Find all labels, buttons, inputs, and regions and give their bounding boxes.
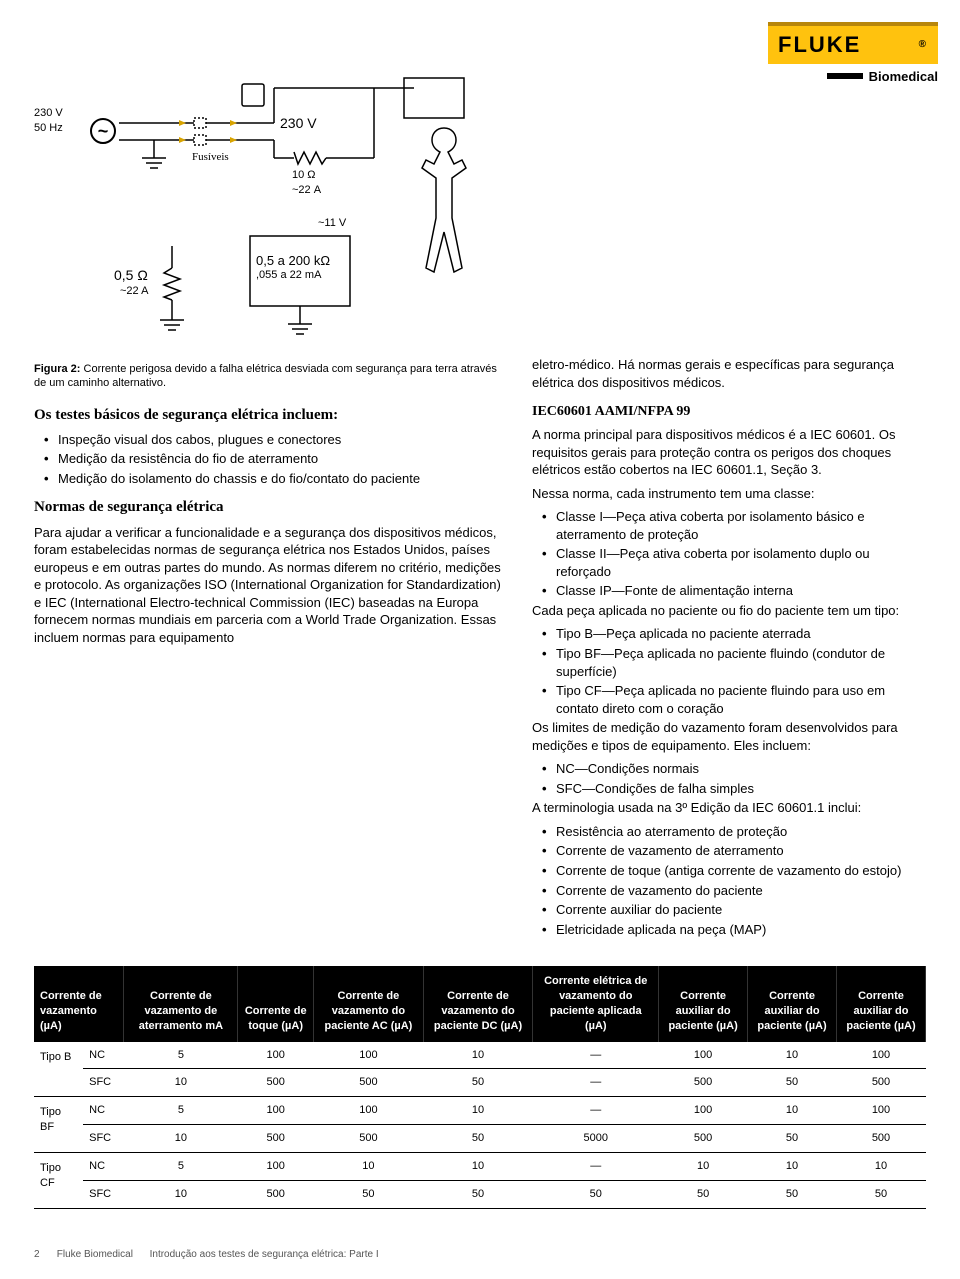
table-header: Corrente de vazamento do paciente AC (µA… xyxy=(314,966,424,1041)
list-item: Medição da resistência do fio de aterram… xyxy=(48,450,504,468)
p-iec: A norma principal para dispositivos médi… xyxy=(532,426,926,479)
table-row: SFC1050050050—50050500 xyxy=(34,1069,926,1097)
terms-list: Resistência ao aterramento de proteção C… xyxy=(532,823,926,938)
list-item: Tipo B—Peça aplicada no paciente aterrad… xyxy=(546,625,926,643)
p-term: A terminologia usada na 3º Edição da IEC… xyxy=(532,799,926,817)
p-normas: Para ajudar a verificar a funcionalidade… xyxy=(34,524,504,647)
table-row: SFC10500505050505050 xyxy=(34,1180,926,1208)
brand-name: FLUKE xyxy=(778,30,861,60)
table-row: Tipo BFNC510010010—10010100 xyxy=(34,1097,926,1125)
brand-reg: ® xyxy=(919,38,928,52)
table-header: Corrente de vazamento de aterramento mA xyxy=(124,966,238,1041)
table-row: Tipo BNC510010010—10010100 xyxy=(34,1042,926,1069)
heading-iec: IEC60601 AAMI/NFPA 99 xyxy=(532,403,926,422)
p-tipo: Cada peça aplicada no paciente ou fio do… xyxy=(532,602,926,620)
list-item: Corrente auxiliar do paciente xyxy=(546,901,926,919)
table-header: Corrente de vazamento (µA) xyxy=(34,966,124,1041)
heading-normas: Normas de segurança elétrica xyxy=(34,497,504,517)
figure-caption: Figura 2: Corrente perigosa devido a fal… xyxy=(34,362,504,391)
list-item: Tipo CF—Peça aplicada no paciente fluind… xyxy=(546,682,926,717)
list-item: Corrente de vazamento de aterramento xyxy=(546,842,926,860)
list-item: Corrente de toque (antiga corrente de va… xyxy=(546,862,926,880)
circuit-diagram: 230 V50 Hz ~ Fusíveis 230 V 10 Ω~22 A 0,… xyxy=(34,28,504,348)
table-row: Tipo CFNC51001010—101010 xyxy=(34,1152,926,1180)
list-item: Classe II—Peça ativa coberta por isolame… xyxy=(546,545,926,580)
table-header: Corrente auxiliar do paciente (µA) xyxy=(837,966,926,1041)
list-item: Corrente de vazamento do paciente xyxy=(546,882,926,900)
list-item: Tipo BF—Peça aplicada no paciente fluind… xyxy=(546,645,926,680)
p-intro: eletro-médico. Há normas gerais e especí… xyxy=(532,356,926,391)
classes-list: Classe I—Peça ativa coberta por isolamen… xyxy=(532,508,926,600)
list-item: Eletricidade aplicada na peça (MAP) xyxy=(546,921,926,939)
lims-list: NC—Condições normais SFC—Condições de fa… xyxy=(532,760,926,797)
limits-table: Corrente de vazamento (µA)Corrente de va… xyxy=(34,966,926,1208)
table-header: Corrente elétrica de vazamento do pacien… xyxy=(533,966,659,1041)
list-item: Classe IP—Fonte de alimentação interna xyxy=(546,582,926,600)
p-lim: Os limites de medição do vazamento foram… xyxy=(532,719,926,754)
page-footer: 2 Fluke Biomedical Introdução aos testes… xyxy=(34,1248,379,1262)
p-classe: Nessa norma, cada instrumento tem uma cl… xyxy=(532,485,926,503)
tipos-list: Tipo B—Peça aplicada no paciente aterrad… xyxy=(532,625,926,717)
table-header: Corrente de toque (µA) xyxy=(238,966,314,1041)
list-item: NC—Condições normais xyxy=(546,760,926,778)
list-item: Classe I—Peça ativa coberta por isolamen… xyxy=(546,508,926,543)
table-row: SFC1050050050500050050500 xyxy=(34,1125,926,1153)
table-header: Corrente auxiliar do paciente (µA) xyxy=(659,966,748,1041)
list-item: Medição do isolamento do chassis e do fi… xyxy=(48,470,504,488)
list-item: SFC—Condições de falha simples xyxy=(546,780,926,798)
table-header: Corrente auxiliar do paciente (µA) xyxy=(748,966,837,1041)
list-item: Inspeção visual dos cabos, plugues e con… xyxy=(48,431,504,449)
brand-sub: Biomedical xyxy=(869,68,938,86)
table-header: Corrente de vazamento do paciente DC (µA… xyxy=(423,966,533,1041)
testes-list: Inspeção visual dos cabos, plugues e con… xyxy=(34,431,504,488)
list-item: Resistência ao aterramento de proteção xyxy=(546,823,926,841)
brand-logo: FLUKE ® Biomedical xyxy=(768,22,938,85)
heading-testes: Os testes básicos de segurança elétrica … xyxy=(34,405,504,425)
